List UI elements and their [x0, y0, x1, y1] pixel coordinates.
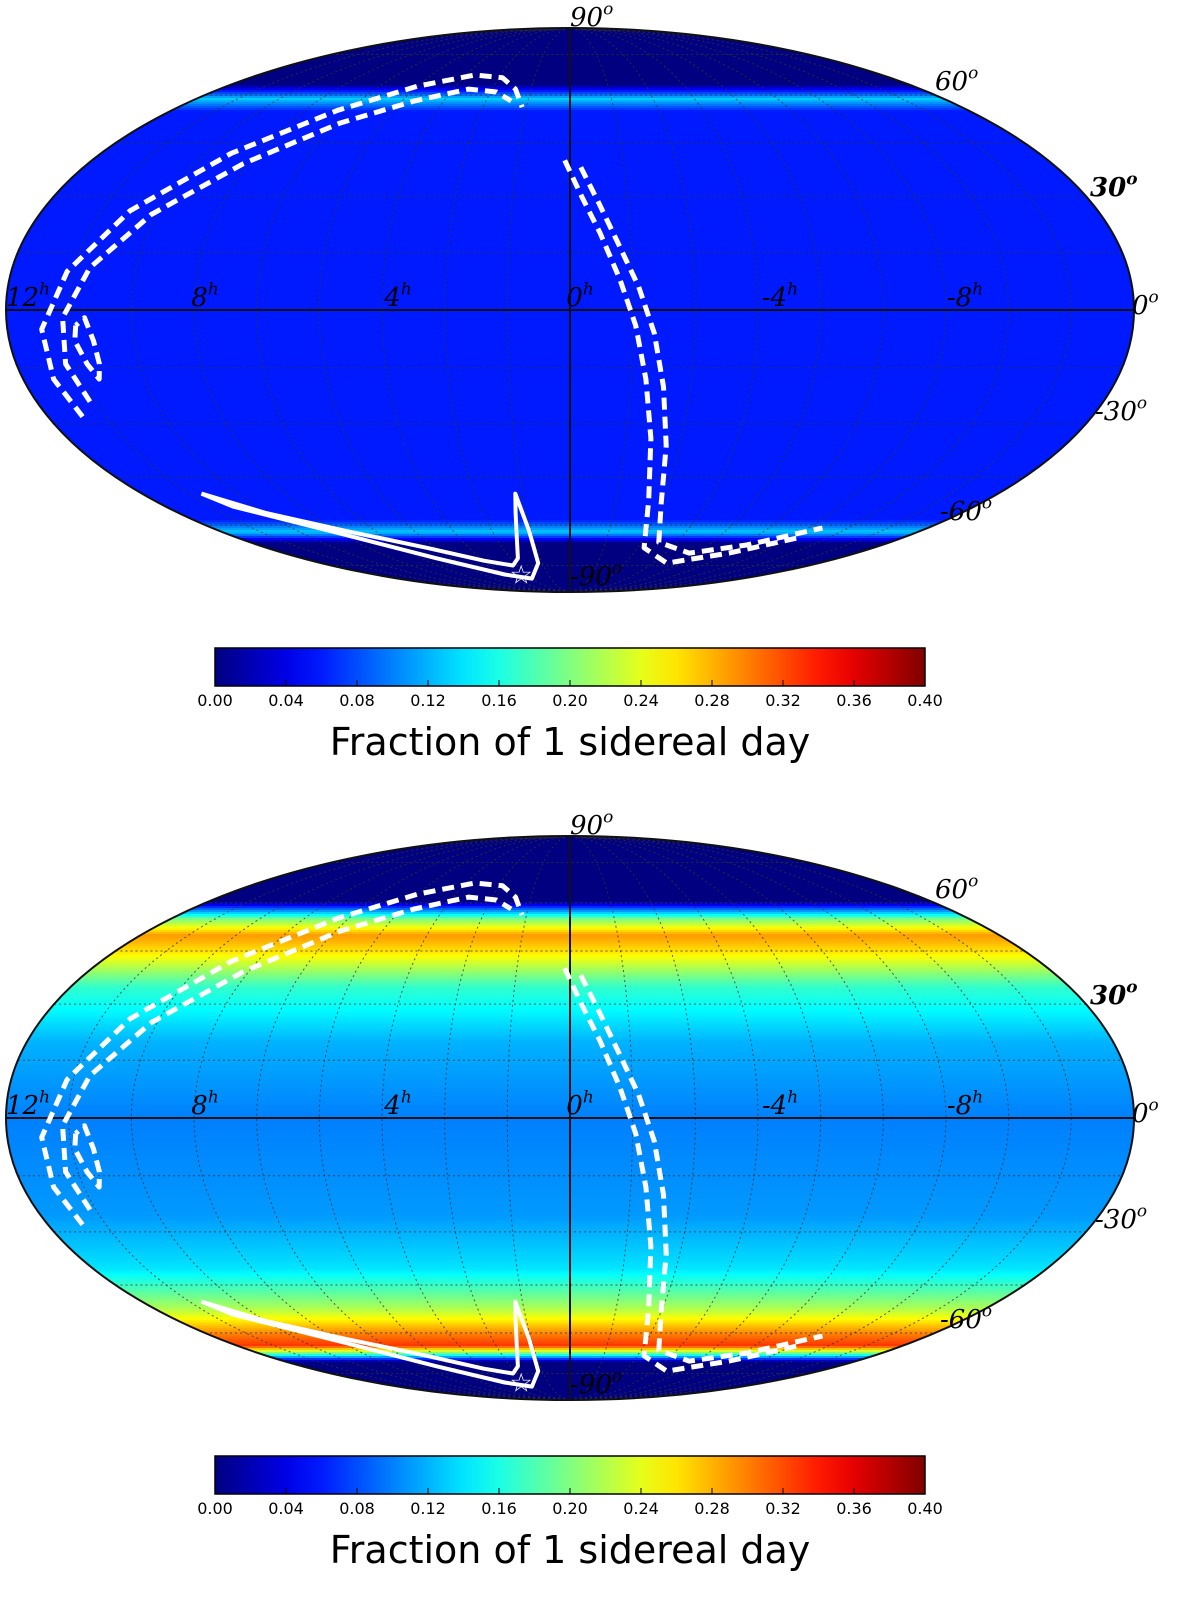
colorbar-tick-label: 0.24 [623, 1499, 659, 1518]
meridian-line [569, 28, 1010, 592]
axis-tick-label: 90o [570, 808, 613, 841]
axis-tick-label: -90o [570, 557, 622, 592]
dashed-contour [39, 880, 525, 1227]
colorbar-tick-label: 0.32 [765, 691, 801, 710]
axis-tick-label: -8h [947, 1086, 983, 1121]
dashed-contour [39, 72, 525, 419]
axis-tick-label: 0h [566, 1086, 593, 1121]
axis-tick-label: 0o [1132, 286, 1159, 321]
meridian-line [569, 28, 947, 592]
axis-tick-label: 12h [6, 1086, 50, 1121]
meridian-line [569, 836, 947, 1400]
colorbar-tick-label: 0.32 [765, 1499, 801, 1518]
meridian-line [506, 836, 571, 1400]
axis-tick-label: -60o [940, 492, 992, 527]
star-marker: ☆ [509, 561, 532, 591]
colorbar-tick-label: 0.00 [197, 691, 233, 710]
dashed-contour [60, 894, 513, 1212]
solid-contour [200, 491, 541, 581]
sky-boundary [5, 27, 1135, 593]
meridian-line [506, 28, 571, 592]
axis-tick-label: 12h [6, 278, 50, 313]
axis-tick-label: 0o [1132, 1094, 1159, 1129]
star-marker: ☆ [509, 1369, 532, 1399]
colorbar-tick-label: 0.36 [836, 1499, 872, 1518]
axis-tick-label: -30o [1095, 392, 1147, 427]
colorbar-tick-label: 0.40 [907, 691, 943, 710]
colorbar [214, 647, 926, 687]
colorbar-tick-label: 0.12 [410, 691, 446, 710]
sky-boundary [5, 835, 1135, 1401]
colorbar-tick-label: 0.16 [481, 1499, 517, 1518]
colorbar-tick-label: 0.24 [623, 691, 659, 710]
sky-map-panel-top: ☆ 12h 8h 4h 0h -4h -8h 90o 60o 30o 0o -30o -60o -90o 0… [5, 0, 1159, 764]
dashed-contour [562, 967, 804, 1374]
colorbar-tick-label: 0.08 [339, 691, 375, 710]
colorbar-tick-label: 0.28 [694, 1499, 730, 1518]
axis-tick-label: 8h [191, 278, 218, 313]
colorbar-tick-label: 0.04 [268, 1499, 304, 1518]
axis-tick-label: -4h [762, 278, 798, 313]
contours: ☆ [39, 72, 824, 591]
dashed-contour [578, 166, 824, 556]
contours: ☆ [39, 880, 824, 1399]
colorbar-tick-label: 0.16 [481, 691, 517, 710]
axis-tick-label: 60o [935, 870, 978, 905]
axis-tick-label: 60o [935, 62, 978, 97]
axis-tick-label: 4h [383, 1086, 411, 1121]
colorbar-label: Fraction of 1 sidereal day [330, 720, 811, 764]
axis-tick-label: 0h [566, 278, 593, 313]
colorbar [214, 1455, 926, 1495]
axis-tick-label: 4h [383, 278, 411, 313]
axis-tick-label: 30o [1090, 976, 1137, 1011]
dashed-contour [60, 86, 513, 404]
meridian-line [569, 28, 1072, 592]
colorbar-tick-label: 0.20 [552, 1499, 588, 1518]
axis-tick-label: -8h [947, 278, 983, 313]
colorbar-tick-label: 0.00 [197, 1499, 233, 1518]
colorbar-tick-label: 0.04 [268, 691, 304, 710]
colorbar-tick-label: 0.12 [410, 1499, 446, 1518]
colorbar-tick-label: 0.08 [339, 1499, 375, 1518]
colorbar-tick-label: 0.36 [836, 691, 872, 710]
colorbar-tick-label: 0.28 [694, 691, 730, 710]
axis-tick-label: -60o [940, 1300, 992, 1335]
mollweide-sky-map-top: ☆ 12h 8h 4h 0h -4h -8h 90o 60o 30o 0o -30o -60o -90o 0… [5, 0, 1159, 764]
dashed-contour [562, 159, 804, 566]
axis-tick-label: -4h [762, 1086, 798, 1121]
dashed-contour [72, 1123, 102, 1190]
axis-tick-label: -90o [570, 1365, 622, 1400]
axis-tick-label: -30o [1095, 1200, 1147, 1235]
colorbar-label: Fraction of 1 sidereal day [330, 1528, 811, 1572]
meridian-line [569, 836, 1010, 1400]
colorbar-tick-label: 0.40 [907, 1499, 943, 1518]
dashed-contour [578, 974, 824, 1364]
axis-tick-label: 90o [570, 0, 613, 33]
meridian-line [569, 836, 1072, 1400]
colorbar-tick-label: 0.20 [552, 691, 588, 710]
sky-map-panel-bottom: ☆ 12h 8h 4h 0h -4h -8h 90o 60o 30o 0o -30o -60o -90o 0… [0, 808, 1200, 1616]
dashed-contour [72, 315, 102, 382]
axis-tick-label: 8h [191, 1086, 218, 1121]
solid-contour [200, 1299, 541, 1389]
mollweide-sky-map-bottom: ☆ 12h 8h 4h 0h -4h -8h 90o 60o 30o 0o -30o -60o -90o 0… [5, 808, 1159, 1572]
axis-tick-label: 30o [1090, 168, 1137, 203]
